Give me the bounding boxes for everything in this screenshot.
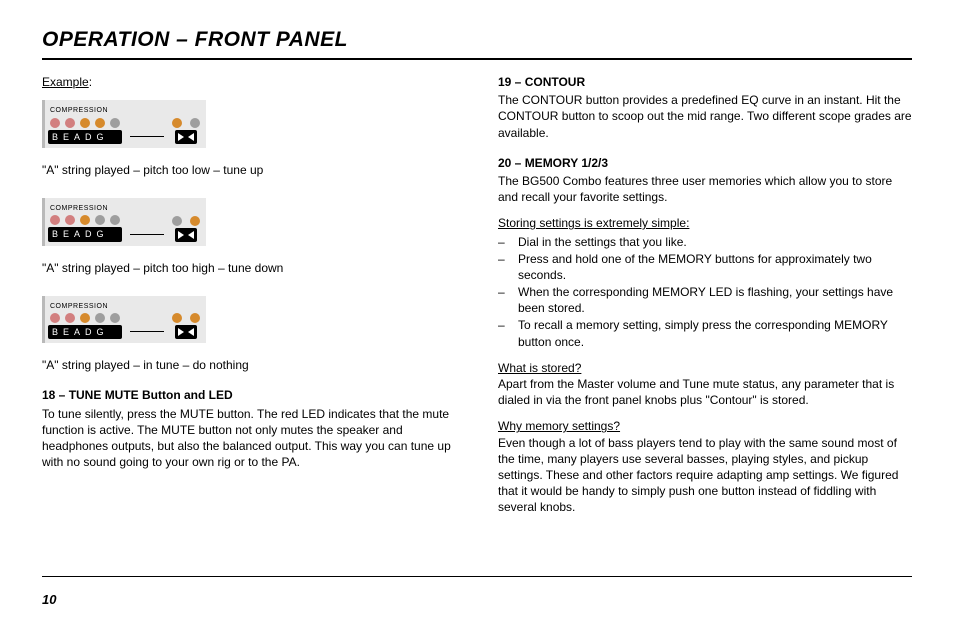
storing-heading: Storing settings is extremely simple: [498,215,912,231]
led-indicator [80,118,90,128]
led-indicator [95,313,105,323]
compression-label: COMPRESSION [48,204,122,213]
triangle-right-icon [178,133,184,141]
bullet-text: Dial in the settings that you like. [518,234,687,250]
led-indicator [95,215,105,225]
compression-label: COMPRESSION [48,106,122,115]
right-column: 19 – CONTOUR The CONTOUR button provides… [498,74,912,526]
led-indicator [50,215,60,225]
tuner-panel: COMPRESSION BEADG [42,100,206,148]
string-labels: BEADG [48,227,122,241]
connector-line [130,331,164,332]
connector-line [130,136,164,137]
arrow-indicator [175,228,197,242]
bullet-dash: – [498,251,518,283]
led-indicator [110,215,120,225]
led-indicator [50,118,60,128]
what-stored-body: Apart from the Master volume and Tune mu… [498,376,912,408]
list-item: –Dial in the settings that you like. [498,234,912,250]
section-20-heading: 20 – MEMORY 1/2/3 [498,155,912,171]
bullet-text: Press and hold one of the MEMORY buttons… [518,251,912,283]
panel-caption: "A" string played – in tune – do nothing [42,357,456,373]
arrow-indicator [175,130,197,144]
bullet-text: When the corresponding MEMORY LED is fla… [518,284,912,316]
bullet-dash: – [498,317,518,349]
page-number: 10 [42,592,56,607]
section-20-body: The BG500 Combo features three user memo… [498,173,912,205]
led-indicator [65,215,75,225]
bullet-text: To recall a memory setting, simply press… [518,317,912,349]
led-indicator [65,118,75,128]
led-indicator [80,313,90,323]
title-rule [42,58,912,60]
tuner-panel: COMPRESSION BEADG [42,296,206,344]
direction-led [172,216,182,226]
direction-led [190,216,200,226]
string-labels: BEADG [48,325,122,339]
manual-page: OPERATION – FRONT PANEL Example: COMPRES… [0,0,954,621]
left-column: Example: COMPRESSION BEADG "A" string play… [42,74,456,526]
led-indicator [95,118,105,128]
direction-led [172,118,182,128]
led-indicator [80,215,90,225]
what-stored-heading: What is stored? [498,360,912,376]
panel-caption: "A" string played – pitch too low – tune… [42,162,456,178]
list-item: –To recall a memory setting, simply pres… [498,317,912,349]
led-indicator [110,313,120,323]
string-labels: BEADG [48,130,122,144]
bullet-dash: – [498,284,518,316]
section-18-body: To tune silently, press the MUTE button.… [42,406,456,471]
tuner-panel: COMPRESSION BEADG [42,198,206,246]
panel-caption: "A" string played – pitch too high – tun… [42,260,456,276]
section-19-body: The CONTOUR button provides a predefined… [498,92,912,141]
triangle-left-icon [188,133,194,141]
direction-led [190,313,200,323]
example-colon: : [89,75,92,89]
led-indicator [65,313,75,323]
direction-led [190,118,200,128]
triangle-left-icon [188,328,194,336]
bullet-dash: – [498,234,518,250]
page-title: OPERATION – FRONT PANEL [42,28,912,52]
storing-bullet-list: –Dial in the settings that you like.–Pre… [498,234,912,350]
list-item: –When the corresponding MEMORY LED is fl… [498,284,912,316]
why-body: Even though a lot of bass players tend t… [498,435,912,516]
led-indicator [110,118,120,128]
two-column-layout: Example: COMPRESSION BEADG "A" string play… [42,74,912,526]
list-item: –Press and hold one of the MEMORY button… [498,251,912,283]
direction-led [172,313,182,323]
arrow-indicator [175,325,197,339]
triangle-left-icon [188,231,194,239]
bottom-rule [42,576,912,577]
section-19-heading: 19 – CONTOUR [498,74,912,90]
example-label: Example [42,75,89,89]
led-indicator [50,313,60,323]
why-heading: Why memory settings? [498,418,912,434]
connector-line [130,234,164,235]
triangle-right-icon [178,231,184,239]
compression-label: COMPRESSION [48,302,122,311]
example-heading: Example: [42,74,456,90]
triangle-right-icon [178,328,184,336]
section-18-heading: 18 – TUNE MUTE Button and LED [42,387,456,403]
